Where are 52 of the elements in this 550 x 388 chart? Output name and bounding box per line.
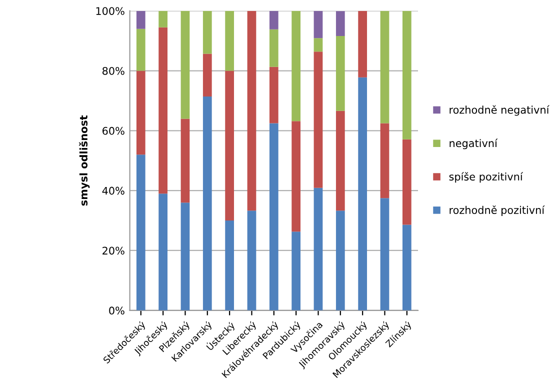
bar — [402, 224, 412, 310]
bar — [136, 70, 146, 155]
bar — [336, 36, 345, 111]
legend-label: negativní — [450, 138, 498, 150]
bar — [225, 220, 234, 310]
bar — [136, 10, 146, 29]
bar — [402, 10, 412, 140]
bar — [380, 123, 390, 198]
bar — [136, 154, 146, 310]
bar — [380, 10, 390, 124]
bar — [269, 123, 278, 310]
bar — [358, 77, 368, 310]
y-tick-label: 60% — [102, 126, 124, 135]
bar — [225, 10, 234, 71]
bar — [269, 10, 278, 30]
bar — [202, 10, 212, 54]
y-tick-label: 80% — [102, 67, 124, 75]
bar — [202, 54, 212, 97]
y-tick-label: 100% — [96, 7, 124, 15]
bar — [180, 202, 190, 310]
bar — [269, 29, 278, 67]
bar — [336, 110, 345, 211]
bar — [314, 38, 323, 52]
bar — [202, 96, 212, 310]
legend-label: rozhodně negativní — [450, 105, 550, 116]
bar — [180, 118, 190, 203]
legend-label: spíše pozitivní — [449, 172, 524, 183]
bar — [292, 232, 301, 310]
y-tick-label: 40% — [102, 186, 124, 195]
legend-label: rozhodně pozitivní — [450, 206, 545, 216]
bar — [136, 28, 146, 71]
bar — [336, 210, 345, 310]
bar — [402, 139, 412, 225]
bar — [314, 188, 323, 310]
bar — [158, 194, 168, 310]
bar — [269, 66, 278, 124]
y-tick-label: 0% — [109, 306, 124, 315]
bar — [247, 210, 256, 310]
bar — [292, 10, 301, 122]
bar — [180, 10, 190, 119]
bar — [158, 27, 168, 194]
y-tick-label: 20% — [102, 246, 124, 255]
bar — [158, 10, 168, 28]
bar — [292, 121, 301, 232]
bar — [336, 11, 345, 36]
bar — [225, 70, 234, 221]
bar — [314, 10, 323, 38]
bar — [314, 52, 323, 188]
bar — [358, 10, 368, 78]
bar — [247, 10, 256, 211]
bar — [380, 198, 390, 310]
y-axis-title: smysl odlišnost — [79, 115, 90, 206]
